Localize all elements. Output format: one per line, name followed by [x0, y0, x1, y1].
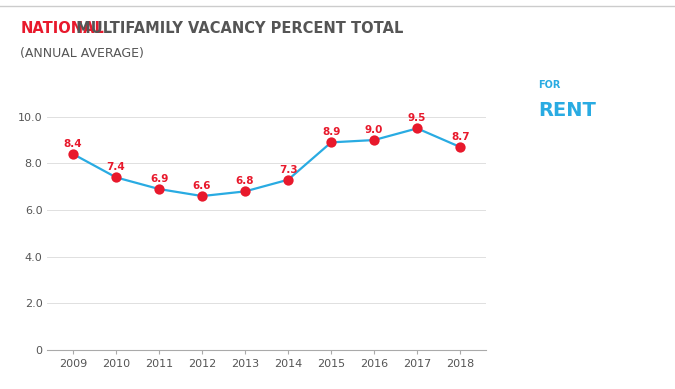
Point: [412, 125, 423, 131]
Point: [283, 177, 294, 183]
Point: [369, 137, 379, 143]
Point: [326, 139, 337, 145]
Point: [240, 188, 250, 194]
FancyBboxPatch shape: [516, 65, 648, 128]
Text: MULTIFAMILY VACANCY PERCENT TOTAL: MULTIFAMILY VACANCY PERCENT TOTAL: [71, 21, 403, 37]
Text: 7.4: 7.4: [107, 162, 126, 172]
Point: [111, 174, 122, 180]
Text: 8.9: 8.9: [322, 127, 340, 137]
Text: 9.0: 9.0: [365, 125, 383, 135]
Text: FOR: FOR: [538, 80, 560, 90]
Text: 7.3: 7.3: [279, 165, 298, 175]
Text: 8.4: 8.4: [63, 139, 82, 149]
Point: [68, 151, 78, 157]
Point: [455, 144, 466, 150]
Text: 6.9: 6.9: [150, 174, 168, 184]
Text: 8.7: 8.7: [451, 132, 470, 142]
Text: 6.8: 6.8: [236, 176, 254, 186]
Text: 8%: 8%: [516, 139, 582, 177]
Text: 9.5: 9.5: [408, 112, 427, 123]
Circle shape: [615, 40, 629, 70]
Text: RENT: RENT: [538, 101, 595, 120]
Text: Average
vacancy rate
over the
same
time period: Average vacancy rate over the same time …: [516, 197, 606, 286]
Point: [154, 186, 165, 192]
Text: (ANNUAL AVERAGE): (ANNUAL AVERAGE): [20, 47, 144, 60]
Text: NATIONAL: NATIONAL: [20, 21, 104, 37]
Point: [196, 193, 207, 199]
Circle shape: [535, 40, 549, 70]
Text: 6.6: 6.6: [193, 181, 211, 191]
